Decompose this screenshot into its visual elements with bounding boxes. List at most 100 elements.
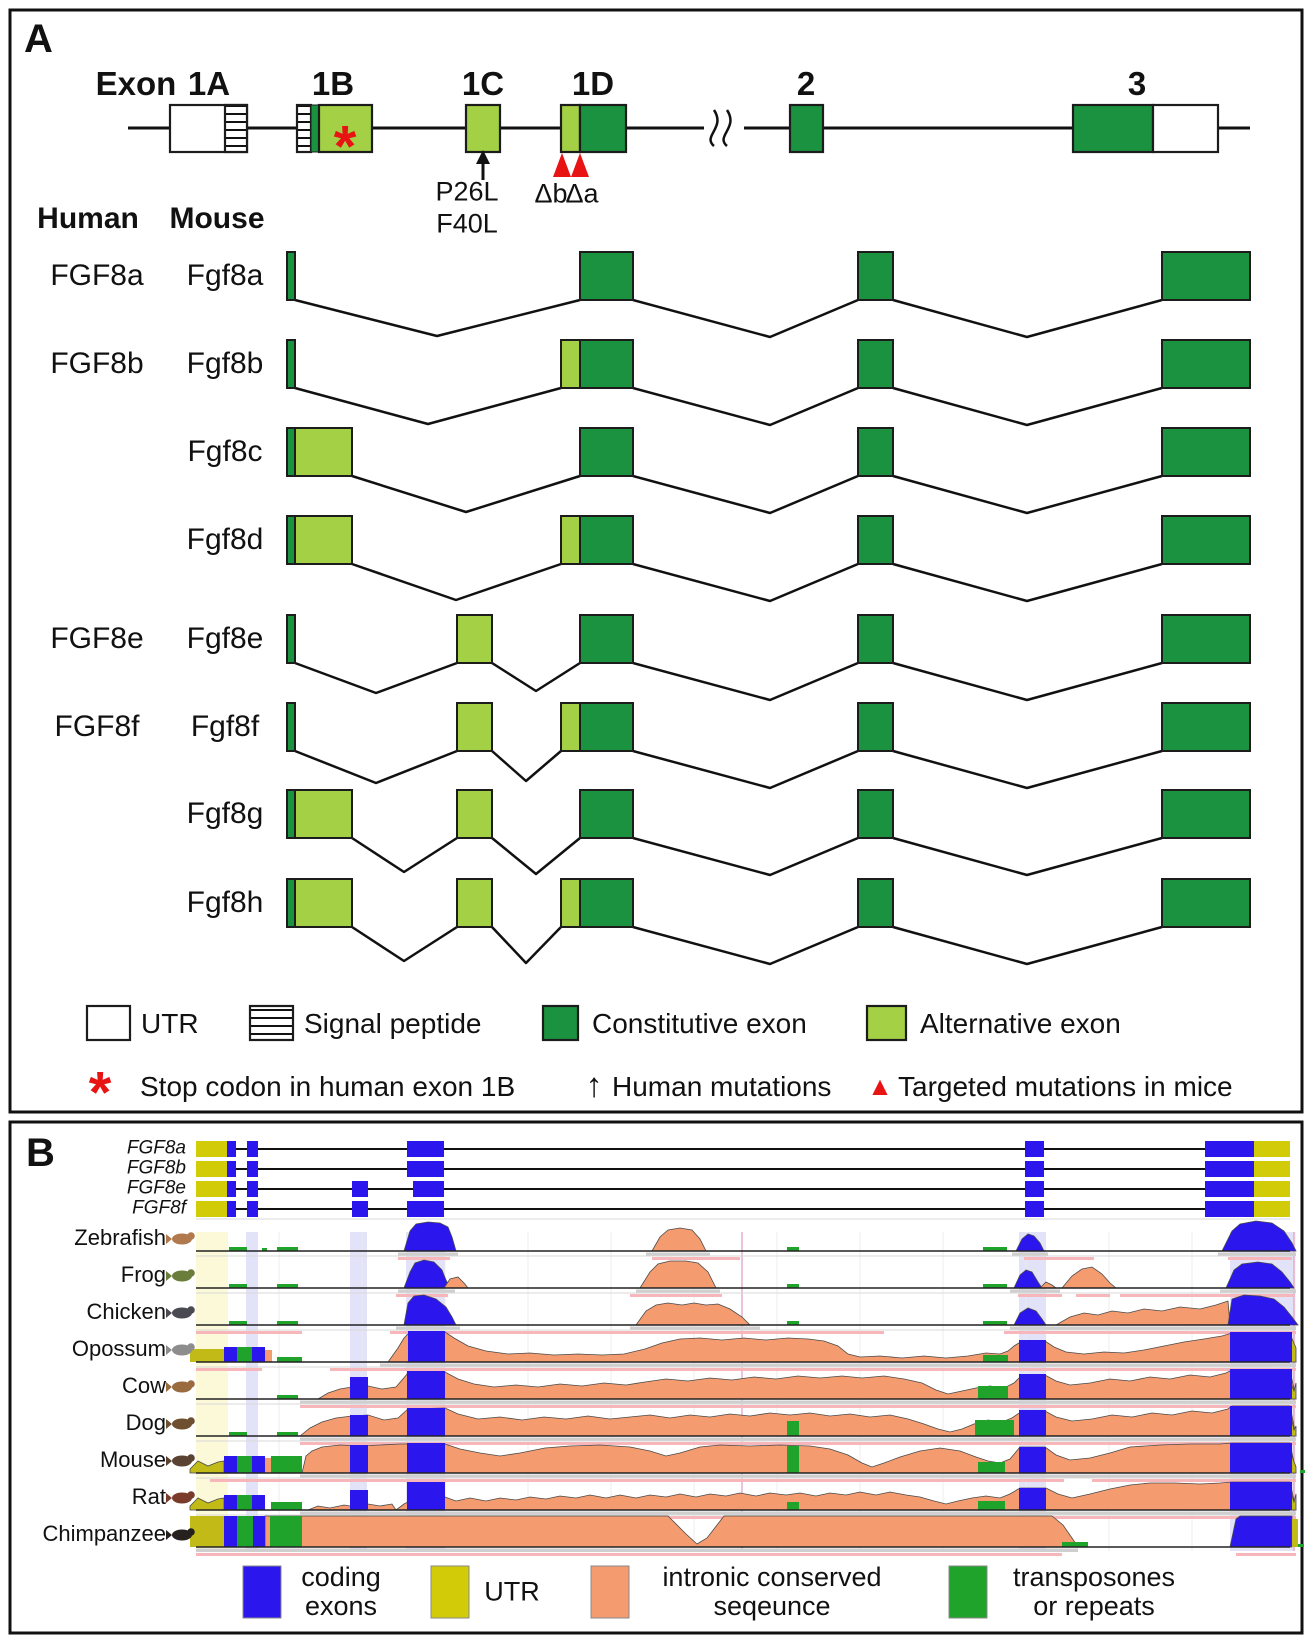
exon-1d-box (579, 251, 634, 301)
blue-conserved-block (350, 1377, 368, 1399)
utr-3-box (1254, 1161, 1290, 1177)
exon-1b-box (227, 1141, 236, 1157)
blue-conservation-profile (1225, 1261, 1295, 1289)
conserved-underline (1018, 1294, 1062, 1297)
animal-body (172, 1529, 192, 1541)
alignment-shadow (1010, 1326, 1296, 1330)
orange-conserved-block (265, 1458, 271, 1473)
conserved-underline (300, 1405, 1296, 1408)
cow-icon (166, 1380, 195, 1393)
green-conserved-block (237, 1495, 252, 1510)
exon-3-box (1161, 427, 1251, 477)
legend-signal-peptide-swatch (248, 1004, 295, 1042)
blue-conserved-block (350, 1490, 368, 1510)
track-fgf8e (196, 1181, 1290, 1197)
orange-conservation-profile (387, 1331, 1297, 1363)
utr-5-box (196, 1141, 227, 1157)
exon-1b-sliver (286, 515, 296, 565)
animal-tail (166, 1456, 172, 1466)
exon-2-box (788, 103, 825, 154)
track-fgf8a (196, 1141, 1290, 1157)
exon-1d-light-box (560, 878, 581, 928)
blue-conserved-block (224, 1516, 237, 1547)
repeat-block (229, 1321, 247, 1325)
exon-1c-box (352, 1201, 368, 1217)
repeat-block (787, 1247, 799, 1251)
splice-line (892, 661, 1163, 702)
green-conserved-block (237, 1516, 253, 1547)
splice-line (491, 750, 562, 783)
exon-3-box (1161, 789, 1251, 839)
exon-1c-box (464, 103, 502, 154)
exon-1d-box (579, 515, 634, 565)
animal-body (172, 1307, 192, 1319)
alignment-shadow (646, 1252, 710, 1256)
exon-1d-box (579, 339, 634, 389)
exon-2-box (1025, 1161, 1044, 1177)
orange-conservation-profile (1054, 1300, 1231, 1326)
mouse-icon (166, 1454, 195, 1467)
panel-a-frame (8, 8, 1304, 1114)
exon-1b-sliver (286, 878, 296, 928)
exon-1d-box (579, 614, 634, 664)
blue-conserved-block (252, 1495, 265, 1510)
dog-icon (166, 1417, 195, 1430)
isoform-row-fgf8c (286, 427, 1251, 515)
blue-conserved-block (408, 1331, 445, 1362)
alignment-shadow (1012, 1252, 1048, 1256)
splice-line (351, 836, 458, 874)
blue-conserved-block (1230, 1443, 1292, 1473)
legend-intronic-swatch (590, 1565, 630, 1619)
exon-3-box (1161, 614, 1251, 664)
blue-conserved-block (224, 1347, 237, 1362)
repeat-block (1298, 1544, 1304, 1547)
blue-conservation-profile (1229, 1515, 1293, 1548)
animal-body (172, 1455, 192, 1467)
exon-3-box (1205, 1161, 1254, 1177)
blue-conservation-profile (1221, 1220, 1297, 1252)
animal-body (172, 1381, 192, 1393)
splice-line (892, 836, 1163, 877)
repeat-block (277, 1357, 302, 1362)
conserved-underline (1120, 1294, 1294, 1297)
splice-line (491, 661, 581, 693)
repeat-block (983, 1355, 1008, 1362)
exon-1b-box (294, 427, 353, 477)
exon-1b-sliver (286, 789, 296, 839)
alignment-shadow (1010, 1289, 1060, 1293)
blue-conservation-profile (403, 1294, 457, 1326)
legend-utr-swatch (430, 1565, 470, 1619)
exon-1b-alternative-box (317, 103, 374, 154)
conserved-underline (630, 1294, 722, 1297)
isoform-row-fgf8g (286, 789, 1251, 877)
utr-3-box (1254, 1141, 1290, 1157)
exon-1b-signal-peptide-box (295, 103, 313, 154)
blue-conserved-block (1019, 1488, 1046, 1510)
exon-3-box (1205, 1141, 1254, 1157)
splice-line (294, 661, 458, 695)
exon-1b-box (294, 789, 353, 839)
splice-line (351, 925, 458, 963)
animal-head (187, 1269, 195, 1277)
green-conserved-block (270, 1516, 302, 1547)
animal-tail (166, 1308, 172, 1318)
repeat-block (277, 1247, 298, 1251)
conserved-underline (196, 1368, 262, 1371)
repeat-block (229, 1284, 247, 1288)
exon-3-box (1161, 702, 1251, 752)
exon-1d-light-box (560, 702, 581, 752)
exon-2-box (857, 702, 894, 752)
conserved-underline (398, 1257, 450, 1260)
track-fgf8b (196, 1161, 1290, 1177)
alignment-shadow (630, 1326, 760, 1330)
repeat-block (787, 1321, 799, 1325)
exon-1d-box (407, 1141, 444, 1157)
human-mutation-arrowhead (476, 150, 490, 164)
exon-1b2-box (247, 1201, 258, 1217)
exon-1b-box (227, 1181, 236, 1197)
exon-1c-box (352, 1181, 368, 1197)
exon-1b2-box (247, 1181, 258, 1197)
targeted-mutation-db-icon (553, 153, 571, 177)
exon-1a-signal-peptide-box (223, 103, 249, 154)
